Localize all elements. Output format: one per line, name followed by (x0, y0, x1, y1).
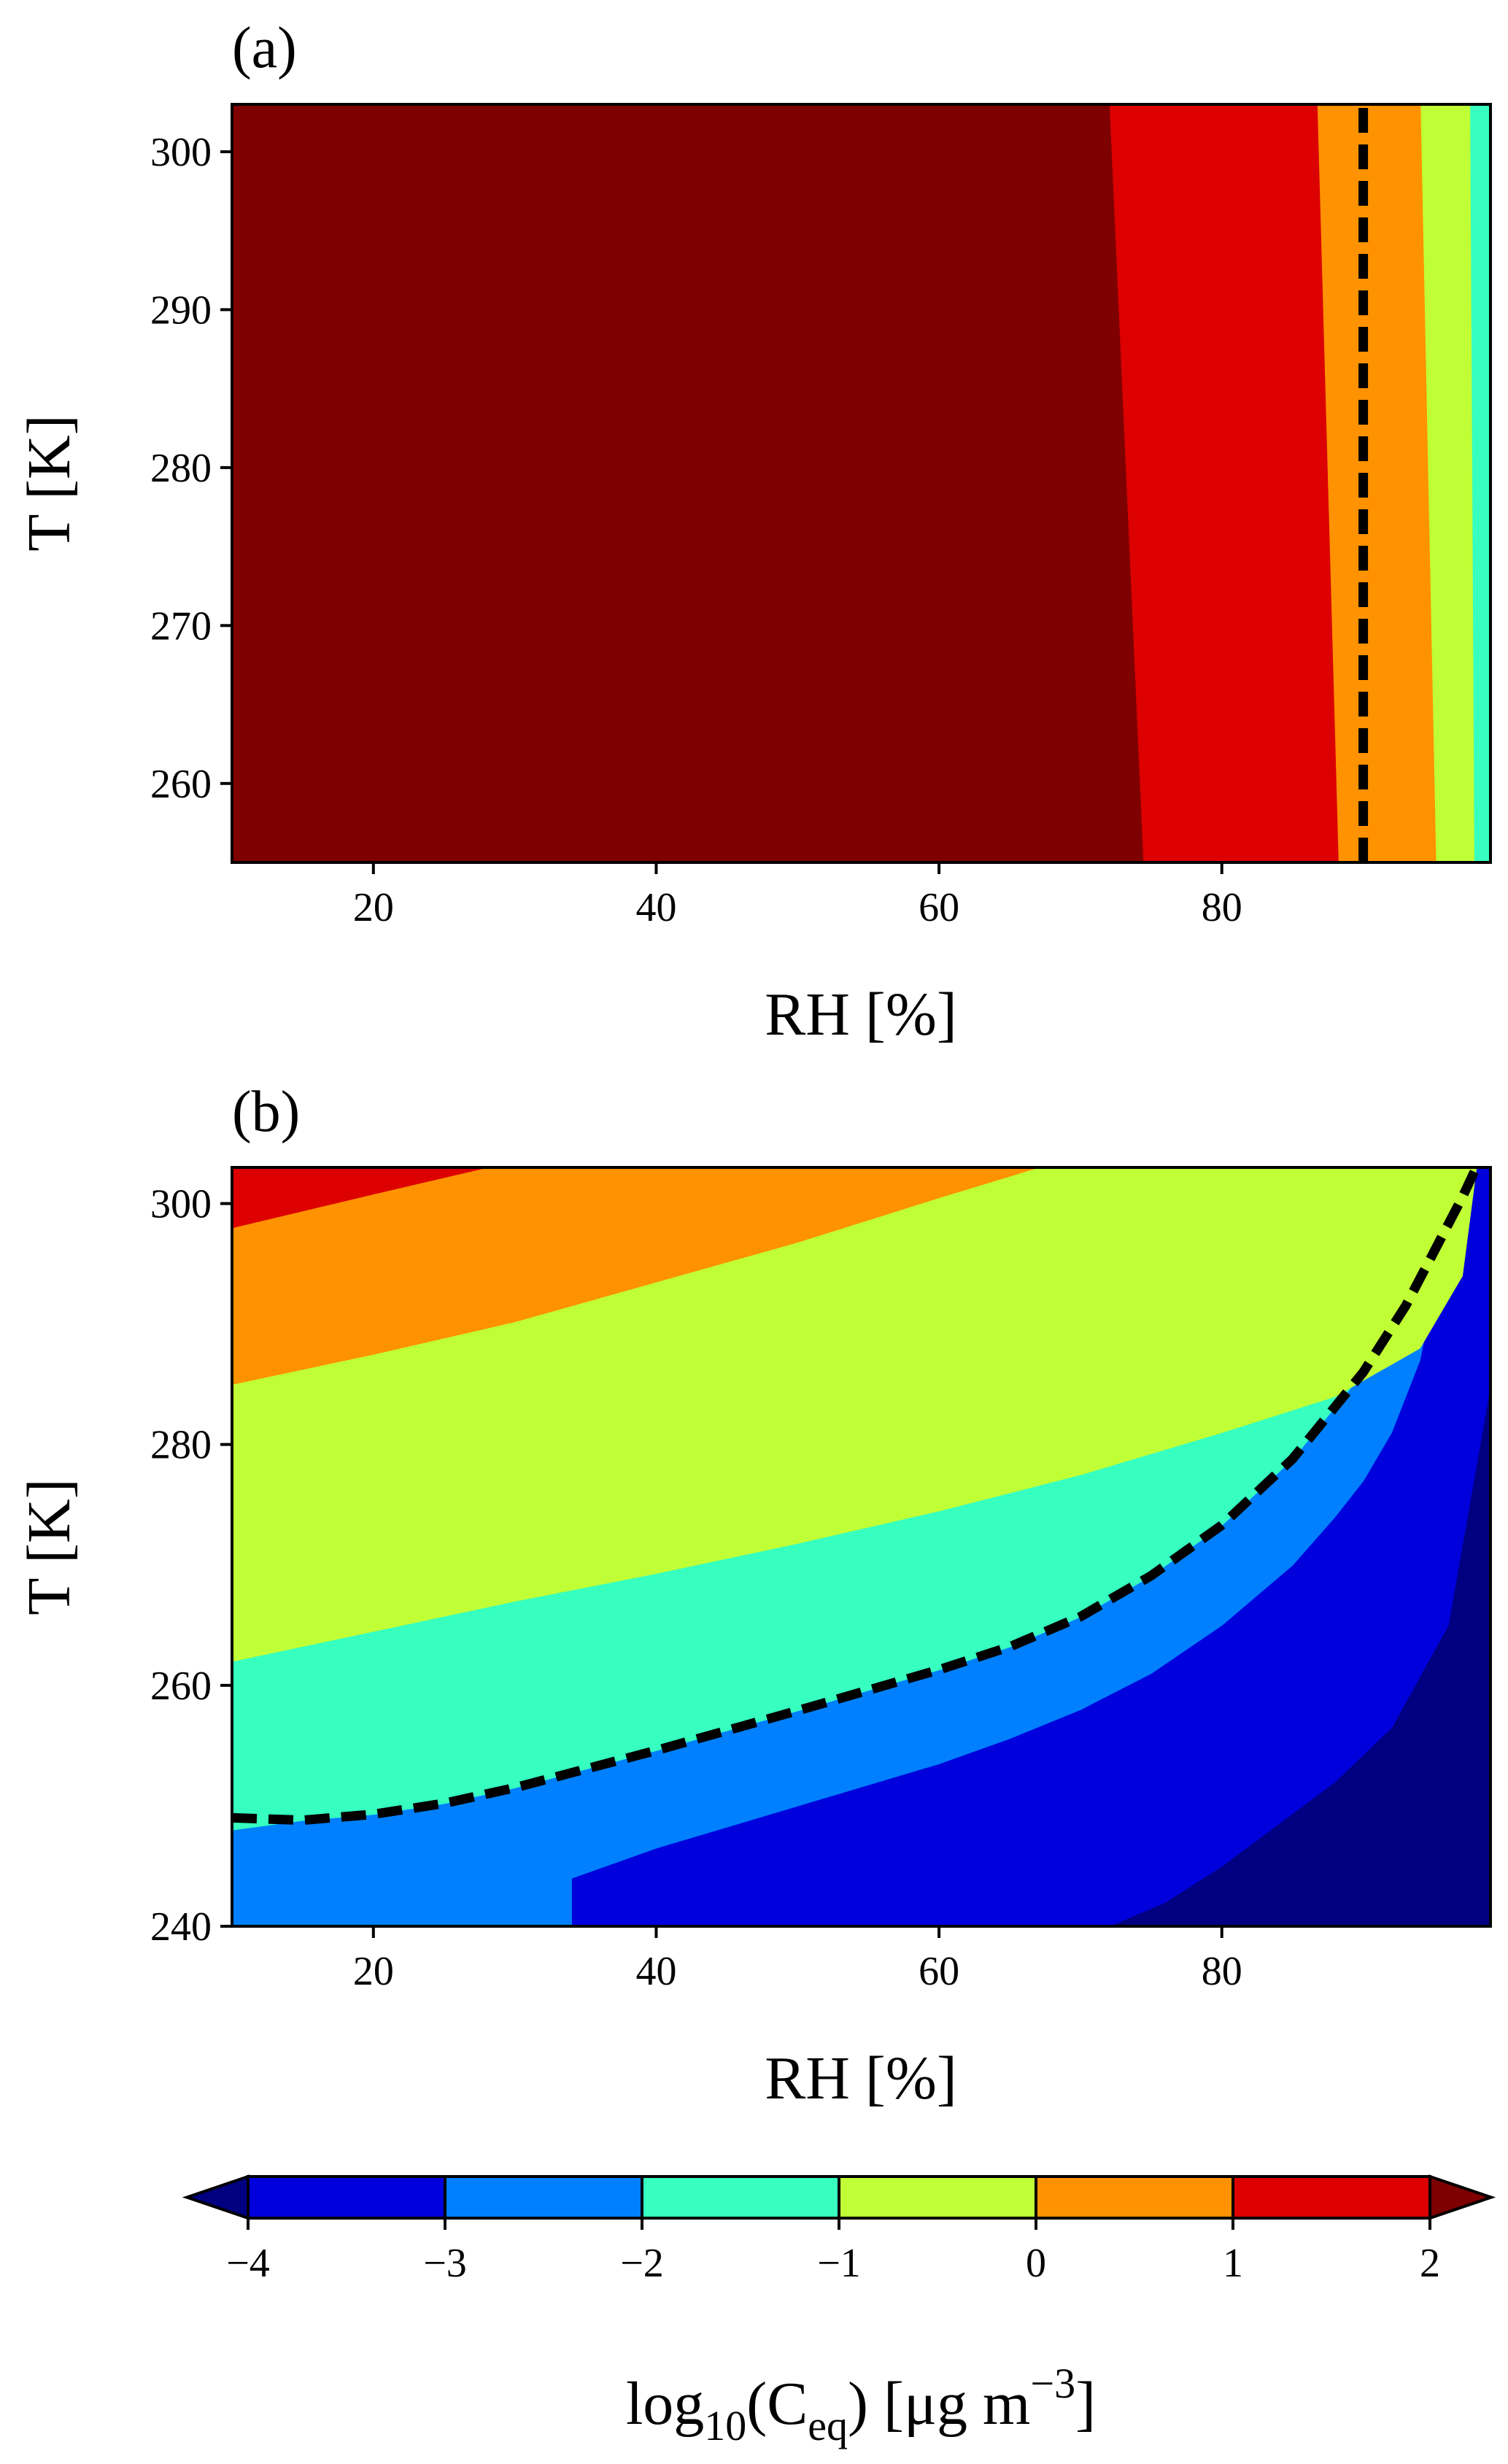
y-tick-label: 280 (150, 1423, 212, 1468)
panel-a-label: (a) (232, 16, 297, 80)
panel-a-contour-fill (231, 104, 1491, 863)
x-tick-label: 80 (1202, 1949, 1242, 1994)
colorbar-cell (445, 2177, 643, 2218)
colorbar-cell (839, 2177, 1037, 2218)
contour-region (231, 104, 1145, 863)
colorbar-cell (642, 2177, 840, 2218)
y-tick-label: 300 (150, 1182, 212, 1227)
colorbar-tick-label: −1 (817, 2241, 861, 2286)
contour-region (1109, 104, 1340, 863)
colorbar-cells (182, 2174, 1496, 2220)
y-tick-label: 260 (150, 762, 212, 807)
y-tick-label: 300 (150, 130, 212, 175)
panel-b-dashed-contour (231, 1165, 1481, 1826)
panel-a-xlabel: RH [%] (765, 981, 957, 1048)
colorbar-tick-label: 2 (1420, 2241, 1440, 2286)
y-tick-label: 280 (150, 446, 212, 491)
panel-b-ylabel: T [K] (15, 1478, 83, 1615)
panel-b-label: (b) (232, 1080, 300, 1144)
x-tick-label: 60 (919, 1949, 959, 1994)
panel-b-contour-fill (231, 1167, 1491, 1927)
panel-b-xlabel: RH [%] (765, 2044, 957, 2112)
panel-a-y-ticks: 260 270 280 290 300 (150, 130, 232, 807)
panel-a-frame (231, 103, 1492, 864)
panel-b-y-ticks: 240 260 280 300 (150, 1182, 232, 1950)
colorbar-cell (248, 2177, 446, 2218)
colorbar-label: log10(Ceq) [μg m−3] (626, 2360, 1096, 2449)
x-tick-label: 80 (1202, 885, 1242, 930)
panel-a-ylabel: T [K] (15, 414, 83, 551)
colorbar-tick-label: 0 (1026, 2241, 1046, 2286)
colorbar: −4 −3 −2 −1 0 1 2 log10(Ceq) [μg m−3] (182, 2174, 1496, 2449)
panel-b: (b) 20 40 60 80 240 260 280 300 RH [%] T [K] (15, 1080, 1492, 2112)
y-tick-label: 270 (150, 603, 212, 649)
colorbar-ticks: −4 −3 −2 −1 0 1 2 (226, 2177, 1440, 2286)
colorbar-over-arrow (1428, 2174, 1496, 2220)
x-tick-label: 40 (635, 1949, 676, 1994)
colorbar-tick-label: −2 (620, 2241, 664, 2286)
y-tick-label: 260 (150, 1664, 212, 1709)
contour-region (1317, 104, 1438, 863)
colorbar-tick-label: −3 (423, 2241, 467, 2286)
panel-a: (a) 20 40 60 80 260 270 280 290 300 RH [%] T [K… (15, 16, 1492, 1048)
colorbar-tick-label: 1 (1223, 2241, 1243, 2286)
panel-a-x-ticks: 20 40 60 80 (353, 862, 1242, 930)
x-tick-label: 20 (353, 885, 394, 930)
x-tick-label: 40 (635, 885, 676, 930)
panel-b-x-ticks: 20 40 60 80 (353, 1926, 1242, 1994)
panel-b-frame (231, 1166, 1492, 1928)
y-tick-label: 290 (150, 287, 212, 333)
colorbar-cell (1036, 2177, 1234, 2218)
x-tick-label: 60 (919, 885, 959, 930)
colorbar-tick-label: −4 (226, 2241, 270, 2286)
colorbar-cell (1233, 2177, 1431, 2218)
x-tick-label: 20 (353, 1949, 394, 1994)
colorbar-under-arrow (182, 2174, 250, 2220)
y-tick-label: 240 (150, 1904, 212, 1950)
